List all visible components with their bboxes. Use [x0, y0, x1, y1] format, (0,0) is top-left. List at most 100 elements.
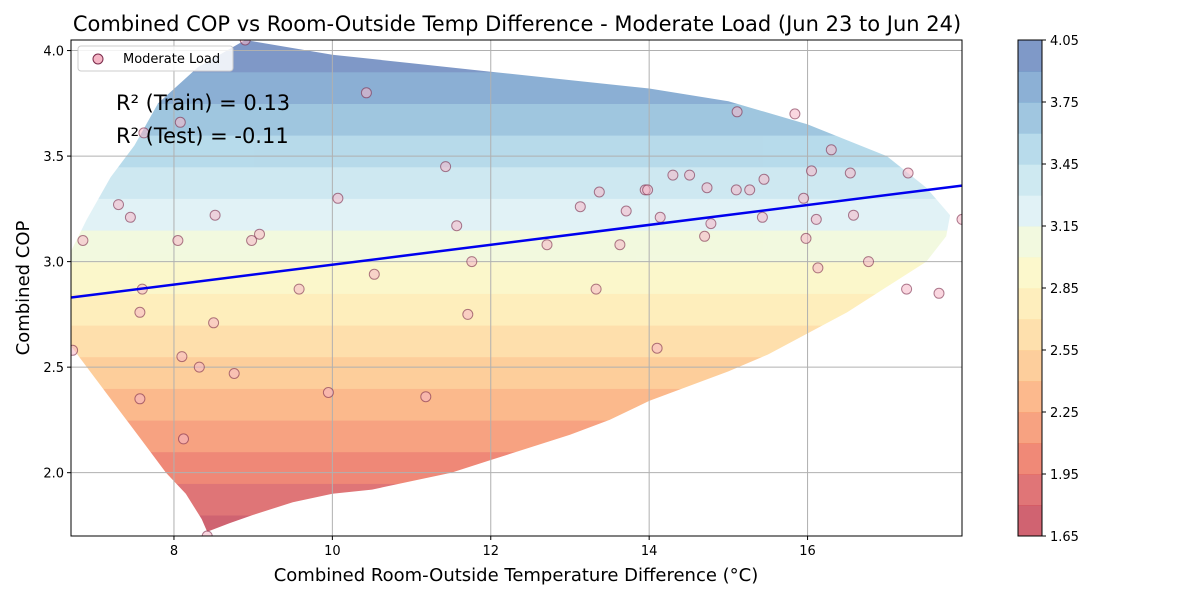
colorbar-tick-label: 2.85 — [1050, 282, 1079, 297]
scatter-point — [901, 283, 913, 295]
scatter-point — [654, 211, 666, 223]
y-tick-label: 3.5 — [43, 150, 64, 165]
scatter-point — [228, 368, 240, 379]
x-tick-label: 14 — [641, 544, 658, 559]
r2-test-annotation: R² (Test) = -0.11 — [116, 124, 289, 148]
scatter-point — [614, 239, 626, 251]
x-tick-label: 8 — [170, 544, 178, 559]
regression-line — [71, 184, 962, 299]
legend-marker — [92, 53, 104, 65]
scatter-point — [368, 268, 380, 280]
contour-band — [71, 230, 951, 263]
scatter-point — [744, 184, 756, 196]
contour-fill — [71, 40, 951, 532]
scatter-point — [812, 262, 824, 274]
y-tick-label: 3.0 — [43, 256, 64, 271]
scatter-point — [134, 306, 146, 318]
y-tick-label: 2.0 — [43, 467, 64, 482]
scatter-point — [124, 211, 136, 223]
scatter-point — [863, 256, 874, 268]
colorbar-segment — [1018, 257, 1042, 289]
colorbar-tick-label: 2.25 — [1050, 406, 1079, 421]
colorbar-tick-label: 3.45 — [1050, 158, 1079, 173]
scatter-point — [332, 192, 344, 204]
scatter-point — [209, 209, 221, 221]
contour-band — [71, 356, 951, 389]
scatter-point — [440, 161, 452, 173]
contour-band — [71, 514, 951, 532]
colorbar-segment — [1018, 71, 1042, 103]
scatter-point — [593, 186, 605, 198]
legend-box — [77, 45, 234, 72]
colorbar-segment — [1018, 443, 1042, 475]
x-tick-label: 10 — [324, 544, 341, 559]
colorbar-segment — [1018, 288, 1042, 320]
regression-line-group — [71, 184, 962, 299]
x-tick-label: 12 — [482, 544, 499, 559]
scatter-point — [642, 184, 654, 196]
scatter-point — [254, 228, 265, 240]
scatter-point — [667, 169, 679, 181]
scatter-point — [699, 230, 711, 242]
scatter-point — [651, 342, 663, 354]
scatter-point — [176, 351, 188, 363]
scatter-point — [178, 433, 189, 445]
y-tick-label: 4.0 — [43, 45, 64, 60]
contour-band — [71, 261, 951, 294]
scatter-point — [590, 283, 602, 295]
scatter-point — [172, 235, 184, 246]
plot-frame — [70, 39, 963, 537]
scatter-point — [756, 211, 768, 223]
scatter-point — [731, 106, 743, 118]
scatter-point — [758, 173, 770, 185]
colorbar-tick-label: 1.95 — [1050, 468, 1079, 483]
colorbar-segment — [1018, 381, 1042, 413]
colorbar-segment — [1018, 195, 1042, 227]
scatter-point — [701, 182, 713, 194]
scatter-point — [360, 87, 372, 99]
scatter-point — [620, 205, 632, 217]
colorbar-segment — [1018, 226, 1042, 258]
scatter-point — [71, 344, 79, 356]
scatter-point — [789, 108, 801, 120]
colorbar-segment — [1018, 350, 1042, 382]
scatter-point — [730, 184, 742, 196]
scatter-point — [956, 213, 962, 225]
scatter-point — [825, 144, 837, 156]
colorbar-tick-label: 1.65 — [1050, 530, 1079, 545]
scatter-point — [322, 387, 334, 398]
scatter-points — [71, 40, 962, 536]
colorbar: 1.65 1.95 2.25 2.55 2.85 3.15 3.45 3.75 4.05 — [1017, 34, 1079, 545]
x-axis-label: Combined Room-Outside Temperature Differ… — [274, 565, 759, 586]
x-axis-ticks: 8 10 12 14 16 — [170, 536, 816, 559]
contour-band — [71, 483, 951, 516]
scatter-point — [138, 127, 150, 139]
colorbar-tick-label: 3.75 — [1050, 96, 1079, 111]
scatter-point — [208, 317, 220, 329]
scatter-point — [541, 239, 553, 251]
chart-title: Combined COP vs Room-Outside Temp Differ… — [73, 12, 961, 36]
scatter-point — [806, 165, 817, 177]
contour-band — [71, 166, 951, 199]
colorbar-segment — [1018, 164, 1042, 196]
scatter-point — [574, 201, 586, 213]
colorbar-tick-label: 2.55 — [1050, 344, 1079, 359]
r2-train-annotation: R² (Train) = 0.13 — [116, 91, 290, 115]
colorbar-segment — [1018, 412, 1042, 444]
scatter-point — [451, 220, 463, 232]
colorbar-segment — [1018, 474, 1042, 506]
contour-band — [71, 388, 951, 421]
contour-band — [71, 135, 951, 168]
contour-band — [71, 451, 951, 484]
scatter-point — [810, 213, 822, 225]
colorbar-tick-label: 4.05 — [1050, 34, 1079, 49]
scatter-point — [933, 287, 945, 299]
x-tick-label: 16 — [799, 544, 816, 559]
colorbar-segment — [1018, 319, 1042, 351]
scatter-point — [193, 361, 205, 373]
colorbar-segment — [1018, 102, 1042, 134]
y-axis-label: Combined COP — [13, 220, 34, 355]
legend: Moderate Load — [77, 45, 234, 72]
scatter-point — [246, 235, 258, 246]
